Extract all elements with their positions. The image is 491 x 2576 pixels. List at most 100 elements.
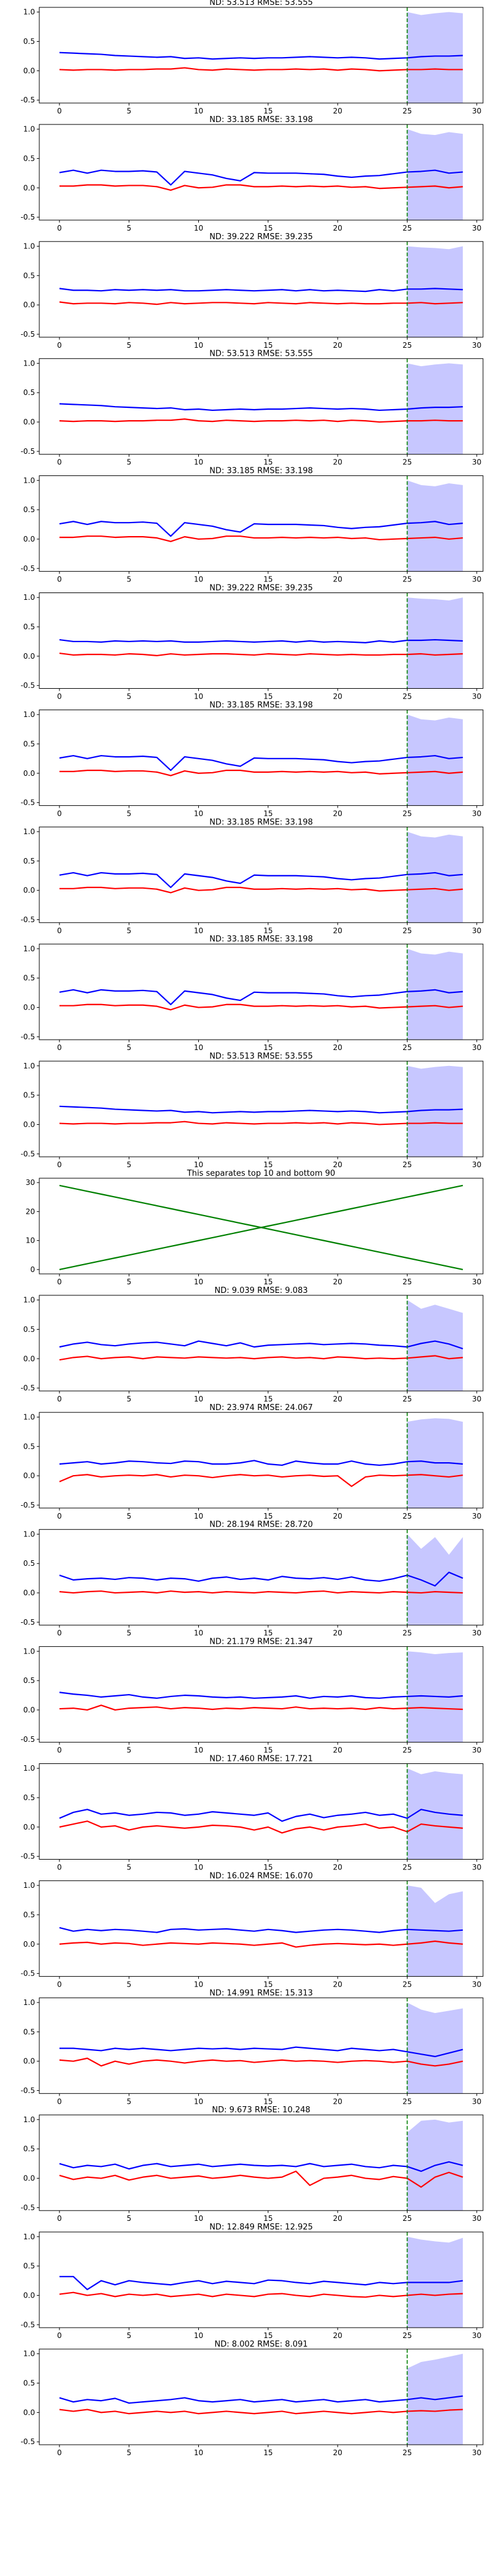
x-tick-label: 30	[472, 107, 481, 115]
plot-area	[59, 597, 463, 689]
series-line-1	[59, 754, 463, 772]
subplot-11: This separates top 10 and bottom 90 0 10 20…	[26, 1169, 484, 1286]
subplot-title: ND: 8.002 RMSE: 8.091	[214, 2340, 307, 2349]
y-tick-label: 1.0	[23, 2233, 35, 2241]
y-tick-label: 0.5	[23, 1676, 35, 1685]
subplot-title: ND: 9.673 RMSE: 10.248	[212, 2106, 310, 2115]
y-tick-label: -0.5	[21, 681, 35, 690]
y-tick-label: 0.5	[23, 2028, 35, 2036]
x-tick-label: 0	[57, 458, 62, 467]
series-line-1	[59, 872, 463, 888]
x-tick-label: 20	[333, 341, 342, 350]
series-line-1	[59, 403, 463, 412]
x-tick-label: 5	[126, 224, 131, 232]
y-tick-label: -0.5	[21, 2203, 35, 2212]
x-tick-label: 10	[194, 1278, 203, 1286]
y-tick-label: 0.0	[23, 1003, 35, 1012]
y-tick-label: 1.0	[23, 1530, 35, 1538]
y-tick-label: 0.5	[23, 505, 35, 514]
x-tick-label: 20	[333, 1278, 342, 1286]
x-tick-label: 30	[472, 1629, 481, 1638]
x-tick-label: 5	[126, 809, 131, 818]
plot-area	[59, 480, 463, 572]
x-tick-label: 15	[263, 1746, 273, 1755]
x-tick-label: 0	[57, 692, 62, 701]
y-tick-label: 1.0	[23, 476, 35, 485]
x-tick-label: 25	[403, 1980, 412, 1988]
series-line-1	[59, 52, 463, 60]
x-tick-label: 25	[403, 1746, 412, 1755]
y-tick-label: 0.0	[23, 2174, 35, 2183]
subplot-3: ND: 39.222 RMSE: 39.235 -0.5 0.0 0.5 1.0 0 5 10…	[21, 232, 484, 350]
x-tick-label: 20	[333, 1980, 342, 1988]
series-line-1	[59, 2395, 463, 2404]
series-line-2	[59, 1355, 463, 1361]
x-tick-label: 30	[472, 1746, 481, 1755]
series-line-1	[59, 1809, 463, 1822]
x-tick-label: 20	[333, 692, 342, 701]
plot-area	[59, 1885, 463, 1977]
series-line-2	[59, 1003, 463, 1011]
y-tick-label: 1.0	[23, 1647, 35, 1655]
subplot-20: ND: 12.849 RMSE: 12.925 -0.5 0.0 0.5 1.0 0 5 10…	[21, 2223, 484, 2340]
x-tick-label: 10	[194, 107, 203, 115]
x-tick-label: 30	[472, 2214, 481, 2223]
x-tick-label: 20	[333, 2448, 342, 2457]
subplot-title: ND: 21.179 RMSE: 21.347	[209, 1638, 313, 1647]
x-tick-label: 10	[194, 1629, 203, 1638]
x-tick-label: 20	[333, 1395, 342, 1403]
x-tick-label: 5	[126, 341, 131, 350]
x-tick-label: 5	[126, 1863, 131, 1872]
axes-frame	[39, 943, 484, 1040]
x-tick-label: 25	[403, 2331, 412, 2340]
series-line-2	[59, 301, 463, 305]
y-tick-label: 0.0	[23, 886, 35, 895]
x-tick-label: 30	[472, 2097, 481, 2106]
x-tick-label: 0	[57, 1043, 62, 1052]
y-tick-label: 10	[26, 1236, 35, 1245]
x-tick-label: 25	[403, 575, 412, 584]
x-tick-label: 20	[333, 2331, 342, 2340]
y-tick-label: 0.5	[23, 271, 35, 280]
x-tick-label: 30	[472, 1160, 481, 1169]
plot-area	[59, 246, 463, 337]
x-tick-label: 20	[333, 1746, 342, 1755]
x-tick-label: 0	[57, 575, 62, 584]
x-tick-label: 0	[57, 107, 62, 115]
axes-frame	[39, 475, 484, 572]
y-tick-label: 0.0	[23, 2408, 35, 2417]
forecast-band	[407, 597, 463, 689]
y-tick-label: 1.0	[23, 359, 35, 367]
y-tick-label: 0.5	[23, 1911, 35, 1919]
x-tick-label: 20	[333, 224, 342, 232]
series-line-1	[59, 521, 463, 537]
x-tick-label: 10	[194, 926, 203, 935]
axes-frame	[39, 1060, 484, 1157]
subplot-18: ND: 14.991 RMSE: 15.313 -0.5 0.0 0.5 1.0 0 5 10…	[21, 1988, 484, 2106]
x-tick-label: 5	[126, 458, 131, 467]
y-tick-label: -0.5	[21, 1501, 35, 1509]
x-tick-label: 15	[263, 2448, 273, 2457]
y-tick-label: 0.0	[23, 183, 35, 192]
x-tick-label: 20	[333, 458, 342, 467]
axes-frame	[39, 1763, 484, 1860]
y-tick-label: 0.0	[23, 652, 35, 661]
axes-frame	[39, 2348, 484, 2445]
subplot-12: ND: 9.039 RMSE: 9.083 -0.5 0.0 0.5 1.0 0 5 10 15…	[21, 1286, 484, 1403]
y-tick-label: 0.0	[23, 769, 35, 778]
axes-frame	[39, 1646, 484, 1743]
x-tick-label: 10	[194, 1160, 203, 1169]
x-tick-label: 30	[472, 926, 481, 935]
x-tick-label: 15	[263, 458, 273, 467]
series-line-2	[59, 2057, 463, 2067]
plot-area	[59, 12, 463, 103]
forecast-band	[407, 948, 463, 1040]
y-tick-label: 0.0	[23, 535, 35, 543]
y-tick-label: -0.5	[21, 2087, 35, 2095]
subplot-6: ND: 39.222 RMSE: 39.235 -0.5 0.0 0.5 1.0 0 5 10…	[21, 584, 484, 701]
y-tick-label: 1.0	[23, 8, 35, 17]
x-tick-label: 20	[333, 2214, 342, 2223]
series-line-1	[59, 288, 463, 293]
x-tick-label: 30	[472, 1043, 481, 1052]
